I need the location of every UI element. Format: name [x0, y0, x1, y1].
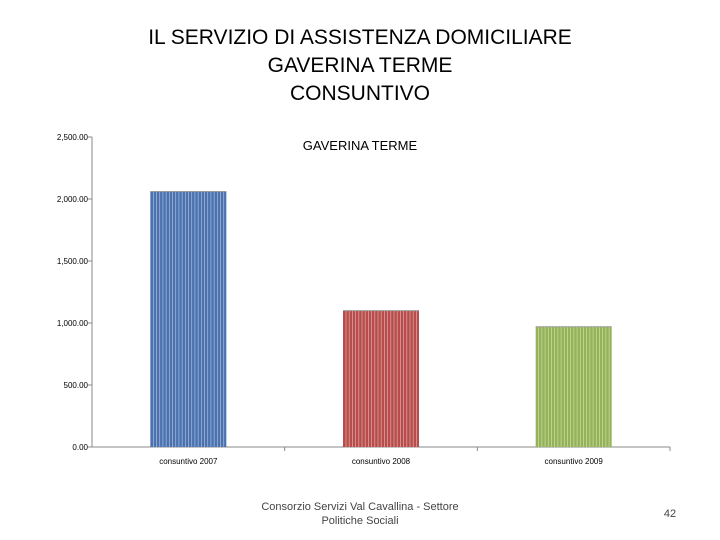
title-line-1: IL SERVIZIO DI ASSISTENZA DOMICILIARE: [148, 26, 572, 49]
chart-title: GAVERINA TERME: [303, 138, 418, 153]
slide-title: IL SERVIZIO DI ASSISTENZA DOMICILIARE GA…: [60, 24, 660, 108]
title-line-2: GAVERINA TERME: [267, 54, 453, 77]
x-tick-label: consuntivo 2008: [352, 457, 411, 466]
page-number: 42: [663, 508, 677, 520]
y-tick-label: 0.00: [72, 443, 88, 452]
y-axis: 0.00 500.00 1,000.00 1,500.00 2,000.00 2,500.…: [57, 133, 92, 452]
x-tick-label: consuntivo 2007: [159, 457, 218, 466]
footer: Consorzio Servizi Val Cavallina - Settor…: [250, 500, 470, 528]
bar: [343, 310, 419, 447]
bars-group: [150, 191, 612, 447]
y-tick-label: 1,000.00: [57, 319, 89, 328]
y-tick-label: 2,500.00: [57, 133, 89, 142]
y-tick-label: 500.00: [64, 381, 89, 390]
bar: [150, 191, 227, 447]
footer-line-1: Consorzio Servizi Val Cavallina - Settor…: [261, 501, 459, 513]
footer-line-2: Politiche Sociali: [321, 515, 399, 527]
bar: [535, 326, 612, 447]
x-tick-label: consuntivo 2009: [545, 457, 604, 466]
x-axis-labels: consuntivo 2007 consuntivo 2008 consuntivo…: [159, 447, 671, 466]
y-tick-label: 1,500.00: [57, 257, 89, 266]
title-line-3: CONSUNTIVO: [289, 82, 430, 105]
y-tick-label: 2,000.00: [57, 195, 89, 204]
